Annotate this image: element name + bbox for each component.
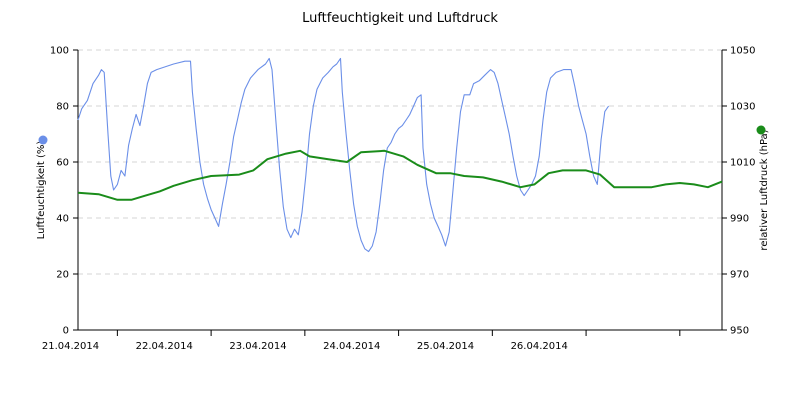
right-tick-label: 970 xyxy=(730,270,749,281)
x-tick-label: 23.04.2014 xyxy=(229,341,286,352)
right-tick-label: 1010 xyxy=(730,158,755,169)
right-tick-label: 950 xyxy=(730,326,749,337)
x-tick-label: 25.04.2014 xyxy=(417,341,474,352)
left-tick-label: 60 xyxy=(56,158,69,169)
left-y-ticks: 0 20 40 60 80 100 xyxy=(50,46,78,337)
series-lines xyxy=(77,57,723,253)
right-tick-label: 1030 xyxy=(730,102,755,113)
left-tick-label: 40 xyxy=(56,214,69,225)
chart-title: Luftfeuchtigkeit und Luftdruck xyxy=(302,11,498,26)
left-tick-label: 100 xyxy=(50,46,69,57)
y-right-label: relativer Luftdruck (hPa) xyxy=(759,129,770,250)
axes xyxy=(77,50,723,331)
x-tick-label: 26.04.2014 xyxy=(511,341,568,352)
x-tick-label: 22.04.2014 xyxy=(136,341,193,352)
y-left-label: Luftfeuchtigkeit (%) xyxy=(36,141,47,240)
right-tick-label: 990 xyxy=(730,214,749,225)
left-tick-label: 20 xyxy=(56,270,69,281)
humidity-series-line xyxy=(77,57,610,253)
x-ticks: 21.04.2014 22.04.2014 23.04.2014 24.04.2014… xyxy=(42,330,681,352)
humidity-legend-dot xyxy=(38,135,48,145)
right-tick-label: 1050 xyxy=(730,46,755,57)
left-tick-label: 80 xyxy=(56,102,69,113)
x-tick-label: 24.04.2014 xyxy=(323,341,380,352)
right-y-ticks: 950 970 990 1010 1030 1050 xyxy=(722,46,755,337)
left-tick-label: 0 xyxy=(63,326,69,337)
pressure-legend-dot xyxy=(756,125,766,135)
pressure-series-line xyxy=(77,149,723,201)
x-tick-label: 21.04.2014 xyxy=(42,341,99,352)
grid-lines xyxy=(78,49,722,275)
